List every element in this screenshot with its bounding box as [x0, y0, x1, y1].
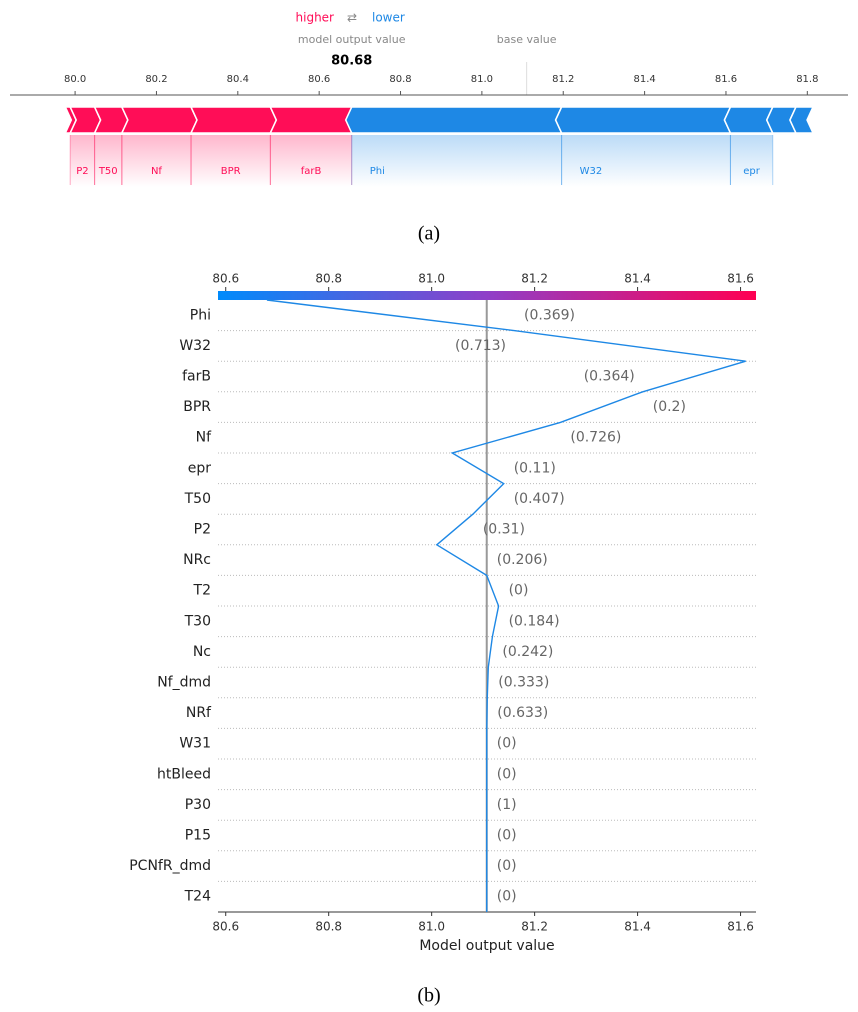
decision-line — [266, 299, 746, 912]
force-segment — [723, 106, 774, 134]
legend-higher: higher — [296, 11, 335, 25]
x-tick-label: 81.2 — [552, 74, 574, 85]
caption-b: (b) — [417, 985, 440, 1007]
x-tick-label: 81.4 — [633, 74, 655, 85]
label-tail — [70, 135, 95, 187]
x-tick-label: 80.6 — [212, 920, 239, 934]
force-segment — [344, 106, 563, 134]
x-tick-label: 80.8 — [389, 74, 411, 85]
label-tail — [94, 135, 122, 187]
feature-value: (0) — [497, 889, 517, 905]
feature-value: (0) — [497, 858, 517, 874]
force-segment — [554, 106, 732, 134]
feature-name: BPR — [183, 399, 211, 415]
feature-label: P2 — [76, 166, 88, 177]
feature-name: T2 — [193, 583, 211, 599]
feature-name: htBleed — [157, 766, 211, 782]
top-tick-label: 80.8 — [315, 272, 342, 286]
force-segment — [189, 106, 278, 134]
x-tick-label: 81.6 — [727, 920, 754, 934]
feature-label: Phi — [370, 166, 385, 177]
x-tick-label: 81.4 — [624, 920, 651, 934]
feature-value: (0.11) — [514, 460, 556, 476]
output-label: model output value — [298, 33, 406, 46]
feature-value: (0.242) — [502, 644, 553, 660]
base-label: base value — [497, 33, 557, 46]
feature-label: farB — [301, 166, 322, 177]
feature-name: P2 — [194, 522, 211, 538]
label-tail — [351, 135, 562, 187]
feature-value: (0.206) — [497, 552, 548, 568]
x-tick-label: 81.2 — [521, 920, 548, 934]
x-tick-label: 81.6 — [715, 74, 737, 85]
feature-value: (0) — [509, 583, 529, 599]
feature-label: Nf — [151, 166, 162, 177]
top-tick-label: 80.6 — [212, 272, 239, 286]
feature-value: (0.2) — [653, 399, 686, 415]
feature-label: W32 — [580, 166, 603, 177]
feature-value: (0.407) — [514, 491, 565, 507]
feature-value: (0.369) — [524, 307, 575, 323]
label-tail — [121, 135, 192, 187]
feature-name: Nf — [196, 430, 212, 446]
feature-value: (0) — [497, 766, 517, 782]
feature-name: T50 — [184, 491, 211, 507]
top-tick-label: 81.6 — [727, 272, 754, 286]
feature-name: T24 — [184, 889, 211, 905]
feature-value: (0.633) — [497, 705, 548, 721]
feature-name: NRf — [186, 705, 212, 721]
feature-name: W32 — [179, 338, 211, 354]
x-tick-label: 81.8 — [796, 74, 818, 85]
label-tail — [561, 135, 731, 187]
x-tick-label: 80.8 — [315, 920, 342, 934]
x-tick-label: 81.0 — [418, 920, 445, 934]
feature-name: PCNfR_dmd — [129, 858, 211, 874]
x-tick-label: 80.4 — [227, 74, 249, 85]
feature-name: NRc — [183, 552, 211, 568]
feature-value: (0) — [497, 828, 517, 844]
top-tick-label: 81.0 — [418, 272, 445, 286]
feature-name: Nf_dmd — [157, 675, 211, 691]
feature-name: T30 — [184, 613, 211, 629]
feature-name: epr — [188, 460, 212, 476]
feature-name: Nc — [193, 644, 211, 660]
feature-value: (0.726) — [570, 430, 621, 446]
legend-lower: lower — [372, 11, 405, 25]
feature-value: (0) — [497, 736, 517, 752]
x-tick-label: 81.0 — [471, 74, 493, 85]
feature-value: (0.333) — [498, 675, 549, 691]
label-tail — [270, 135, 352, 187]
feature-value: (0.31) — [483, 522, 525, 538]
label-tails — [69, 135, 774, 187]
label-tail — [730, 135, 773, 187]
label-tail — [191, 135, 271, 187]
feature-name: farB — [182, 369, 211, 385]
swap-icon: ⇄ — [347, 11, 357, 25]
feature-name: P30 — [185, 797, 211, 813]
feature-name: P15 — [185, 828, 211, 844]
x-tick-label: 80.6 — [308, 74, 330, 85]
feature-value: (0.184) — [509, 613, 560, 629]
feature-label: BPR — [221, 166, 241, 177]
force-segment — [120, 106, 198, 134]
x-tick-label: 80.2 — [145, 74, 167, 85]
output-value: 80.68 — [331, 54, 372, 69]
feature-value: (0.364) — [584, 369, 635, 385]
x-tick-label: 80.0 — [64, 74, 86, 85]
feature-label: T50 — [98, 166, 118, 177]
force-segment — [269, 106, 359, 134]
colorbar — [218, 291, 756, 300]
caption-a: (a) — [418, 223, 440, 245]
feature-value: (0.713) — [455, 338, 506, 354]
force-segment — [789, 106, 815, 134]
top-tick-label: 81.4 — [624, 272, 651, 286]
feature-name: Phi — [190, 307, 211, 323]
x-axis-label: Model output value — [419, 938, 554, 954]
top-tick-label: 81.2 — [521, 272, 548, 286]
feature-label: epr — [743, 166, 761, 177]
feature-value: (1) — [497, 797, 517, 813]
feature-name: W31 — [179, 736, 211, 752]
